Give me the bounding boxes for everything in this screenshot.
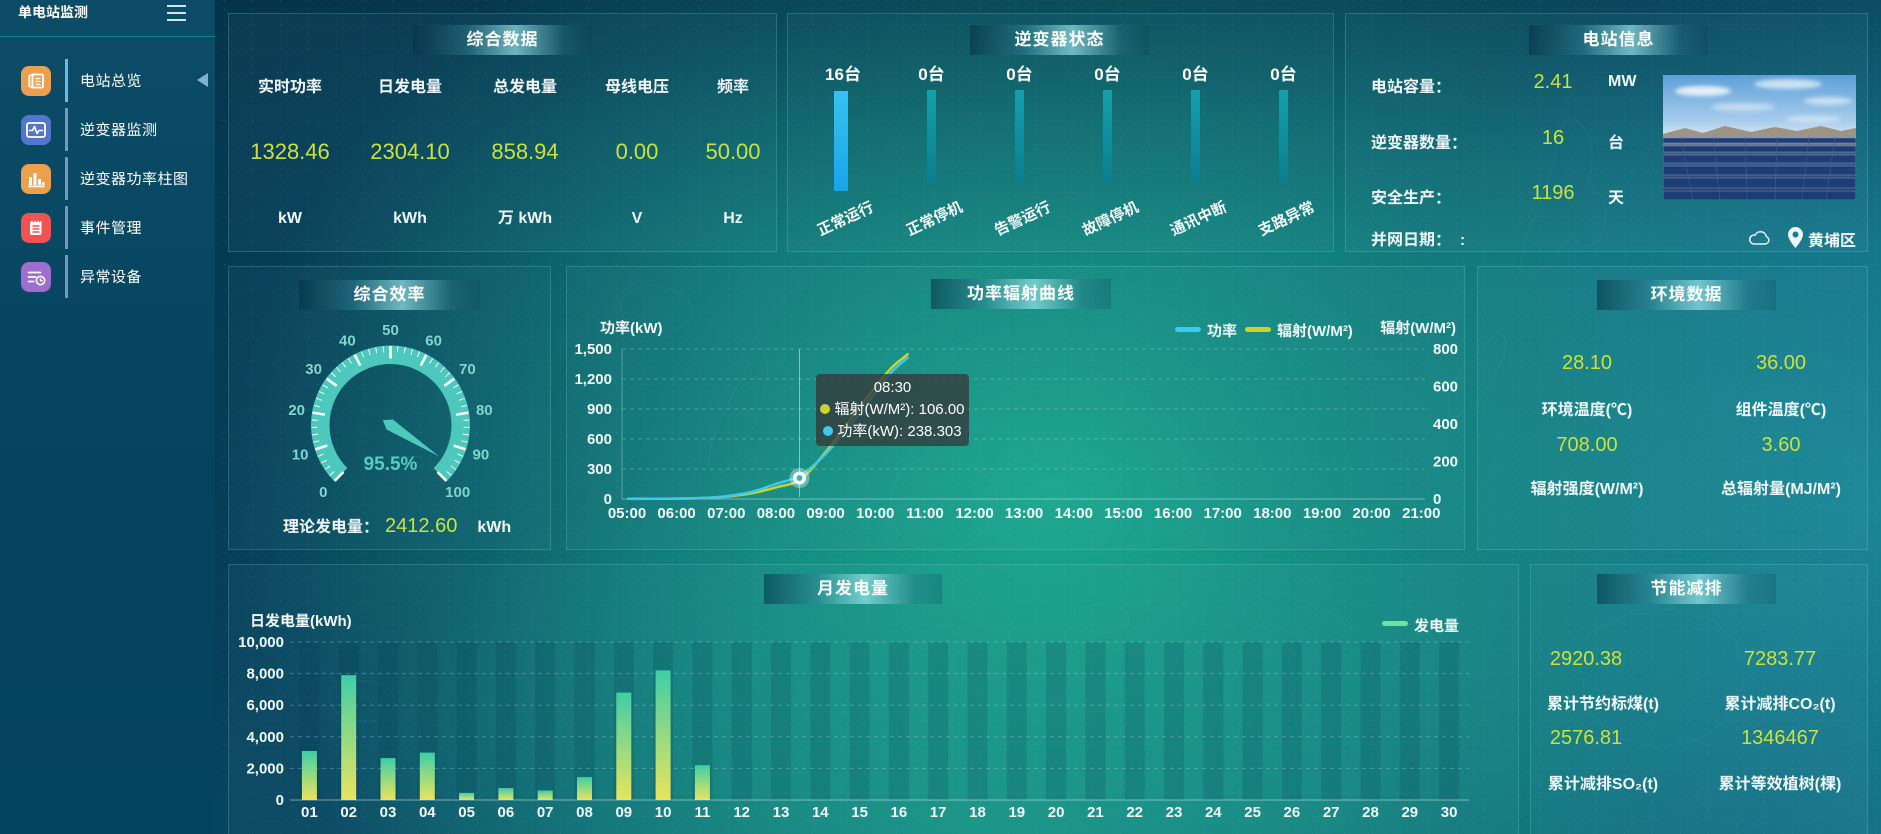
svg-text:21:00: 21:00 [1402,505,1440,522]
svg-text:1,200: 1,200 [574,371,612,388]
svg-text:12: 12 [733,804,750,821]
svg-text:30: 30 [1441,804,1458,821]
svg-text:26: 26 [1284,804,1301,821]
svg-text:70: 70 [459,361,476,378]
svg-text:90: 90 [473,446,490,463]
svg-text:06: 06 [498,804,515,821]
svg-text:功率: 功率 [1207,323,1237,340]
svg-text:0: 0 [276,792,284,809]
svg-text:1,500: 1,500 [574,341,612,358]
svg-text:4,000: 4,000 [246,729,284,746]
svg-text:10:00: 10:00 [856,505,894,522]
svg-text:60: 60 [425,332,442,349]
svg-text:50: 50 [382,322,399,339]
svg-text:日发电量(kWh): 日发电量(kWh) [250,613,352,630]
svg-text:6,000: 6,000 [246,697,284,714]
svg-text:11: 11 [694,804,710,821]
svg-text:发电量: 发电量 [1414,618,1459,635]
svg-text:29: 29 [1401,804,1418,821]
svg-text:600: 600 [1433,379,1458,396]
svg-text:09: 09 [615,804,632,821]
svg-text:辐射(W/M²): 辐射(W/M²) [1277,323,1353,340]
svg-text:23: 23 [1166,804,1183,821]
svg-text:15: 15 [851,804,868,821]
svg-text:21: 21 [1087,804,1104,821]
svg-text:07: 07 [537,804,554,821]
svg-text:22: 22 [1126,804,1143,821]
svg-text:27: 27 [1323,804,1340,821]
svg-text:辐射(W/M²): 辐射(W/M²) [1380,320,1456,337]
svg-text:28: 28 [1362,804,1379,821]
svg-text:09:00: 09:00 [806,505,844,522]
svg-text:30: 30 [305,361,322,378]
svg-text:80: 80 [476,402,493,419]
svg-text:11:00: 11:00 [906,505,944,522]
svg-text:40: 40 [339,332,356,349]
svg-text:12:00: 12:00 [955,505,993,522]
svg-text:18:00: 18:00 [1253,505,1291,522]
svg-text:14: 14 [812,804,829,821]
svg-text:05: 05 [458,804,475,821]
svg-text:18: 18 [969,804,986,821]
svg-text:10: 10 [655,804,672,821]
svg-text:20: 20 [1048,804,1065,821]
svg-text:20:00: 20:00 [1352,505,1390,522]
svg-text:03: 03 [380,804,397,821]
svg-text:13:00: 13:00 [1005,505,1043,522]
svg-text:15:00: 15:00 [1104,505,1142,522]
svg-text:25: 25 [1244,804,1261,821]
svg-text:13: 13 [773,804,790,821]
svg-text:16:00: 16:00 [1154,505,1192,522]
svg-text:01: 01 [301,804,318,821]
svg-text:04: 04 [419,804,436,821]
svg-text:8,000: 8,000 [246,666,284,683]
svg-text:功率(kW): 功率(kW) [600,320,663,337]
svg-text:0: 0 [1433,491,1441,508]
svg-text:16: 16 [891,804,908,821]
svg-text:24: 24 [1205,804,1222,821]
svg-text:02: 02 [340,804,357,821]
svg-text:19:00: 19:00 [1303,505,1341,522]
svg-text:100: 100 [445,484,470,501]
svg-text:600: 600 [587,431,612,448]
svg-text:0: 0 [319,484,327,501]
svg-text:800: 800 [1433,341,1458,358]
svg-text:95.5%: 95.5% [364,454,418,475]
svg-text:17: 17 [930,804,947,821]
svg-text:08:00: 08:00 [757,505,795,522]
svg-text:07:00: 07:00 [707,505,745,522]
svg-text:2,000: 2,000 [246,760,284,777]
svg-text:06:00: 06:00 [657,505,695,522]
svg-text:14:00: 14:00 [1055,505,1093,522]
svg-text:17:00: 17:00 [1204,505,1242,522]
svg-text:10,000: 10,000 [238,634,284,651]
svg-text:200: 200 [1433,454,1458,471]
svg-text:08: 08 [576,804,593,821]
svg-text:300: 300 [587,461,612,478]
svg-text:400: 400 [1433,416,1458,433]
svg-text:10: 10 [292,446,309,463]
svg-text:900: 900 [587,401,612,418]
svg-text:05:00: 05:00 [608,505,646,522]
svg-text:19: 19 [1008,804,1025,821]
svg-text:20: 20 [288,402,305,419]
svg-text:0: 0 [604,491,612,508]
